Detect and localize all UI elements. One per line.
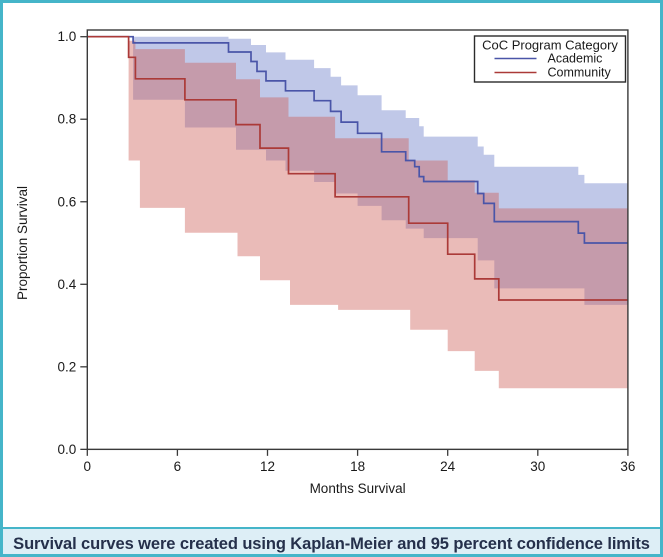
x-tick-label: 18 [350,459,365,474]
x-tick-label: 12 [260,459,275,474]
y-tick-label: 0.4 [58,277,77,292]
y-axis: 0.0 0.2 0.4 0.6 0.8 1.0 [58,29,88,457]
legend-label-community: Community [548,66,612,80]
y-axis-title: Proportion Survival [15,186,30,300]
x-tick-label: 30 [530,459,545,474]
x-tick-label: 24 [440,459,456,474]
y-tick-label: 1.0 [58,29,77,44]
y-tick-label: 0.0 [58,442,77,457]
x-tick-label: 0 [84,459,92,474]
figure-caption-text: Survival curves were created using Kapla… [13,534,650,553]
x-tick-label: 6 [174,459,182,474]
figure-caption-bar: Survival curves were created using Kapla… [0,527,663,557]
x-tick-label: 36 [620,459,635,474]
ci-band-academic [87,36,628,305]
ci-band-community [87,36,628,389]
y-tick-label: 0.2 [58,359,77,374]
y-tick-label: 0.6 [58,194,77,209]
curve-community [87,35,628,301]
legend-title: CoC Program Category [482,38,618,53]
x-axis-title: Months Survival [310,481,406,496]
legend-label-academic: Academic [548,52,603,66]
curve-academic [87,35,628,244]
x-axis: 0 6 12 18 24 30 36 [84,449,635,474]
y-tick-label: 0.8 [58,112,77,127]
